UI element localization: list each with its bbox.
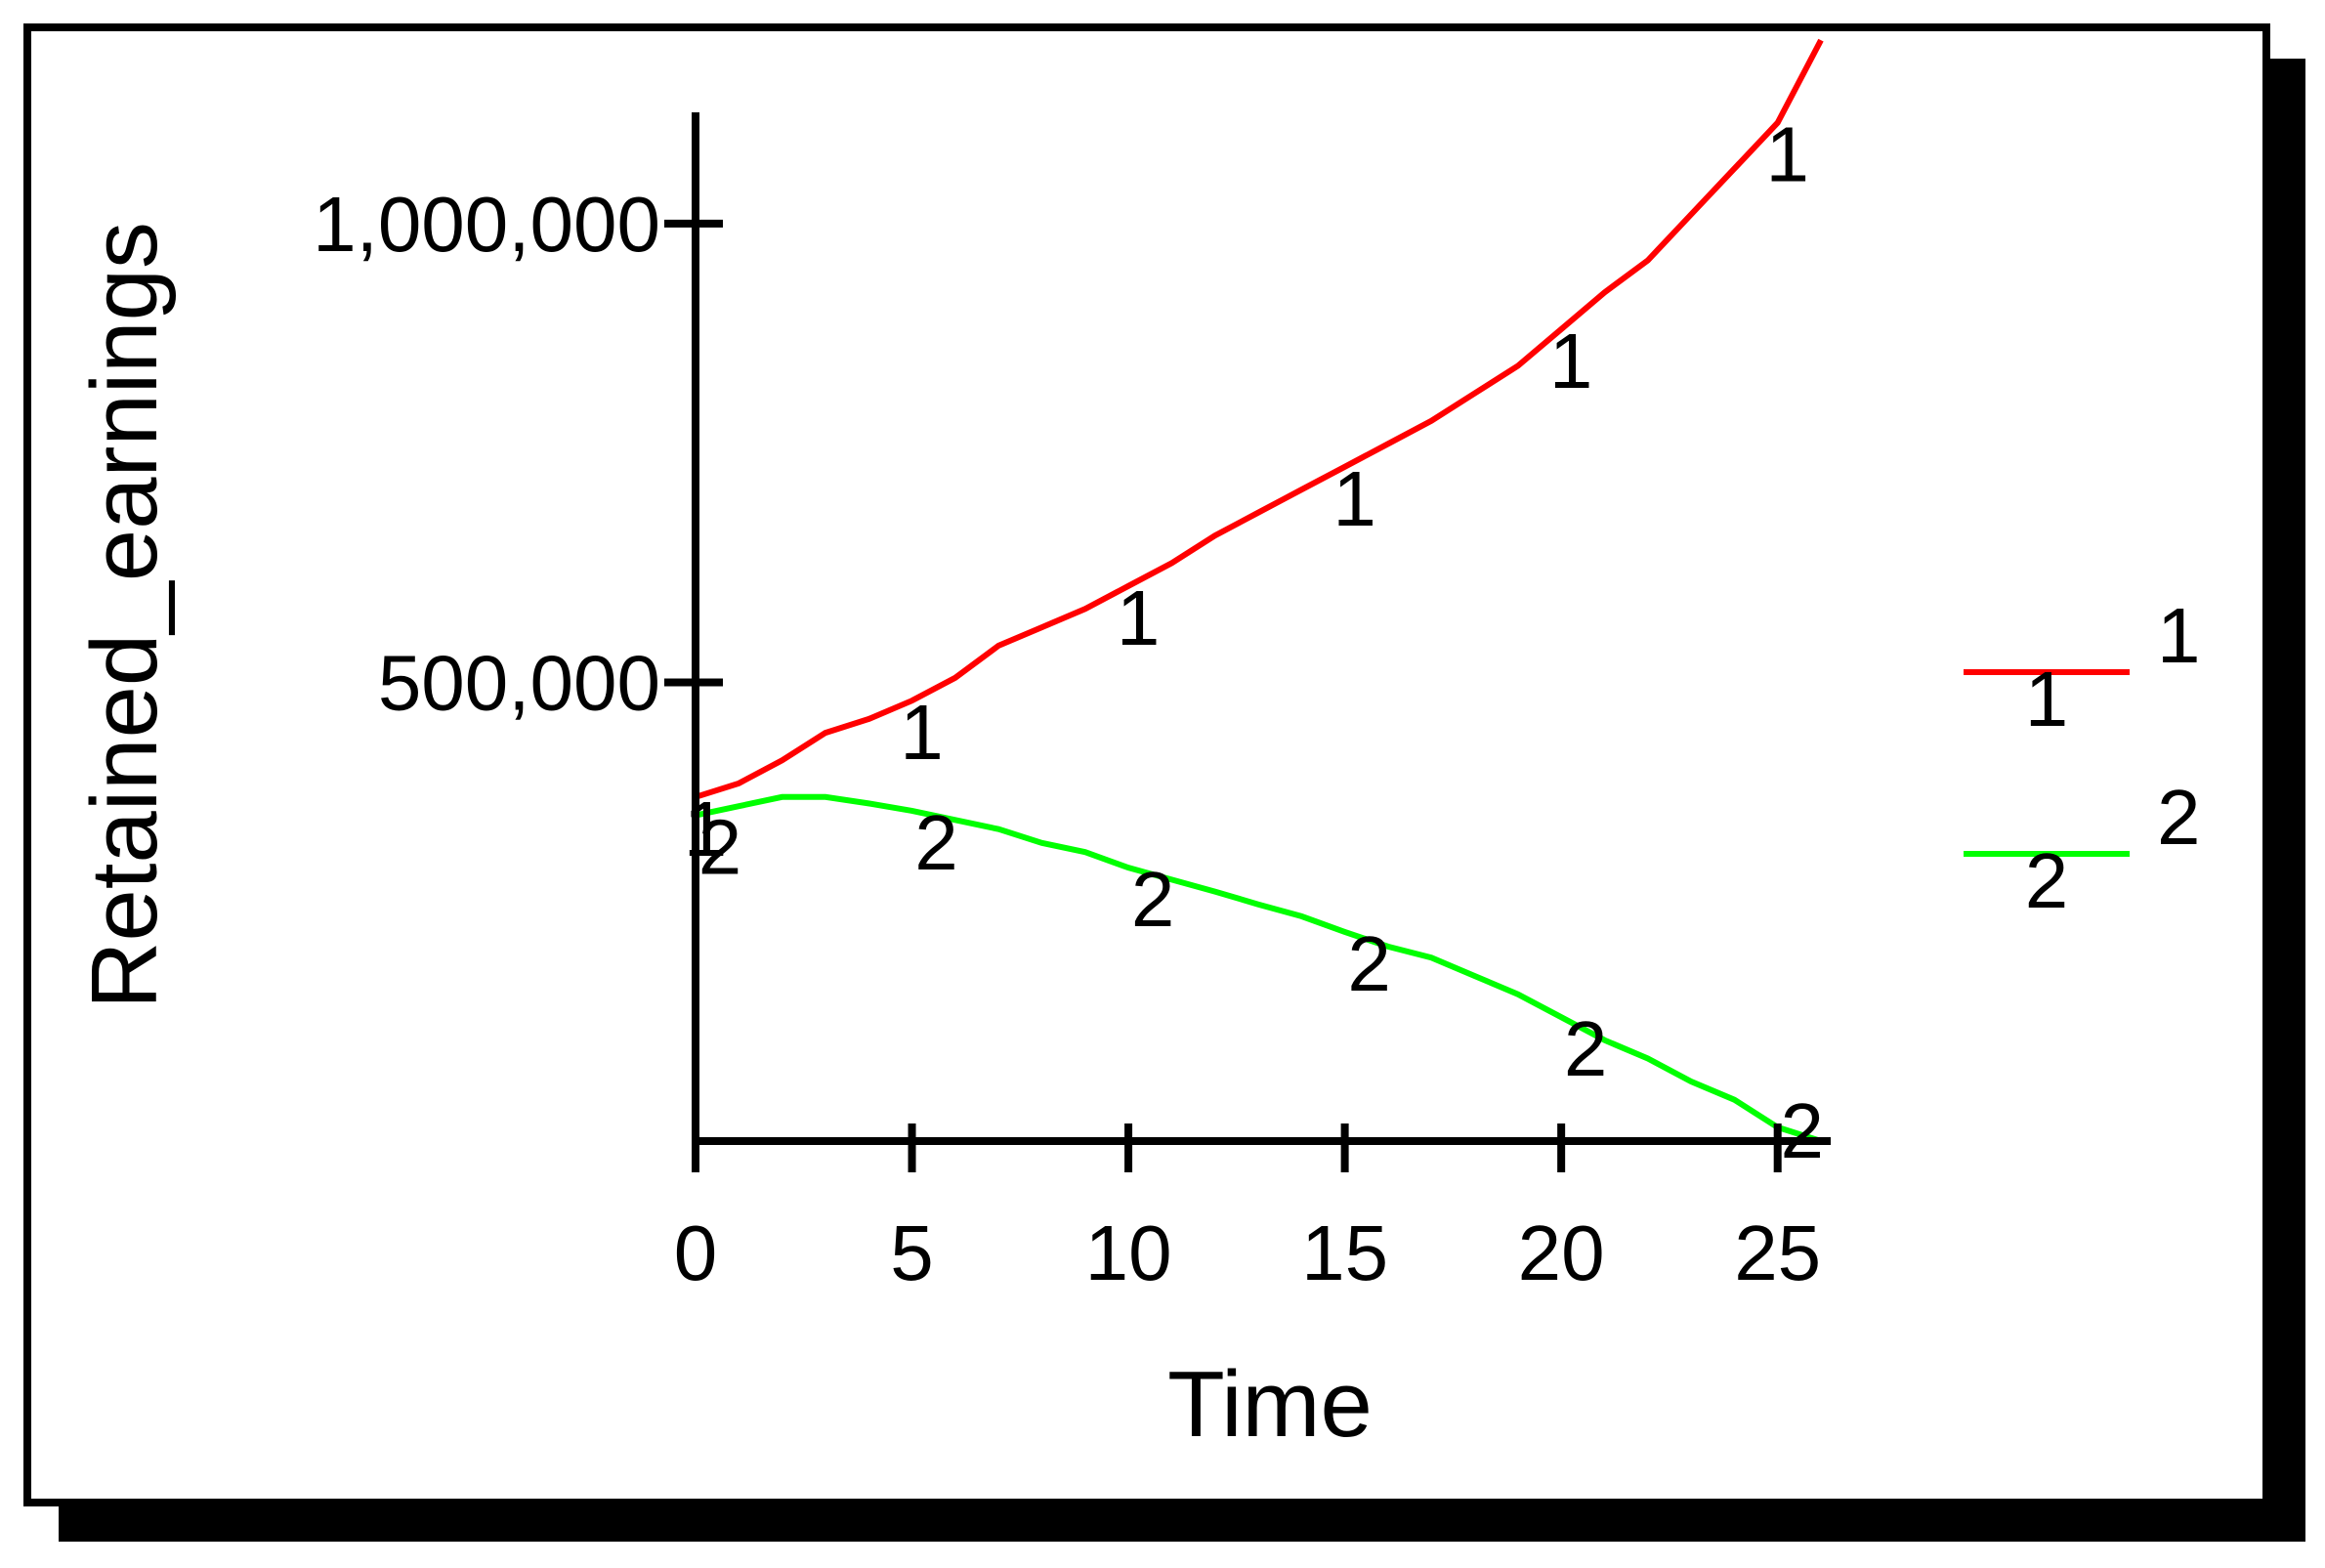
x-tick-label-5: 5 (890, 1209, 934, 1296)
series-1-marker-x25: 1 (1765, 111, 1809, 198)
x-axis-title: Time (1167, 1352, 1373, 1457)
x-tick-label-0: 0 (674, 1209, 718, 1296)
legend-label-1: 1 (2157, 592, 2201, 679)
series-1-marker-x5: 1 (900, 689, 944, 776)
legend: 1 1 2 2 (1964, 592, 2201, 924)
series-line-1 (695, 38, 1824, 800)
series-2-marker-x5: 2 (914, 799, 958, 886)
y-axis-title: Retained_earnings (72, 222, 177, 1009)
x-tick-label-20: 20 (1518, 1209, 1605, 1296)
legend-marker-1: 1 (2025, 656, 2069, 742)
series-1-marker-x0: 1 (684, 785, 728, 872)
series-2-marker-x0: 2 (698, 804, 742, 891)
series-1-marker-x15: 1 (1332, 455, 1376, 542)
frame-border (23, 23, 2270, 1506)
y-tick-label-1000000: 1,000,000 (313, 181, 660, 268)
y-tick-label-500000: 500,000 (378, 639, 660, 726)
legend-label-2: 2 (2157, 774, 2201, 861)
series-1-marker-x20: 1 (1549, 318, 1593, 404)
series-2-marker-x10: 2 (1131, 856, 1175, 943)
series-layer (695, 38, 1824, 1144)
x-tick-label-10: 10 (1085, 1209, 1172, 1296)
series-2-marker-x20: 2 (1564, 1005, 1608, 1092)
series-2-marker-x15: 2 (1347, 920, 1391, 1007)
series-line-2 (695, 793, 1822, 1144)
series-1-marker-x10: 1 (1117, 574, 1161, 661)
x-tick-label-15: 15 (1301, 1209, 1388, 1296)
x-tick-label-25: 25 (1734, 1209, 1821, 1296)
series-2-marker-x25: 2 (1780, 1087, 1824, 1174)
tick-layer: 0 5 10 15 20 25 500,000 1,000,000 (313, 181, 1821, 1296)
legend-marker-2: 2 (2025, 837, 2069, 924)
